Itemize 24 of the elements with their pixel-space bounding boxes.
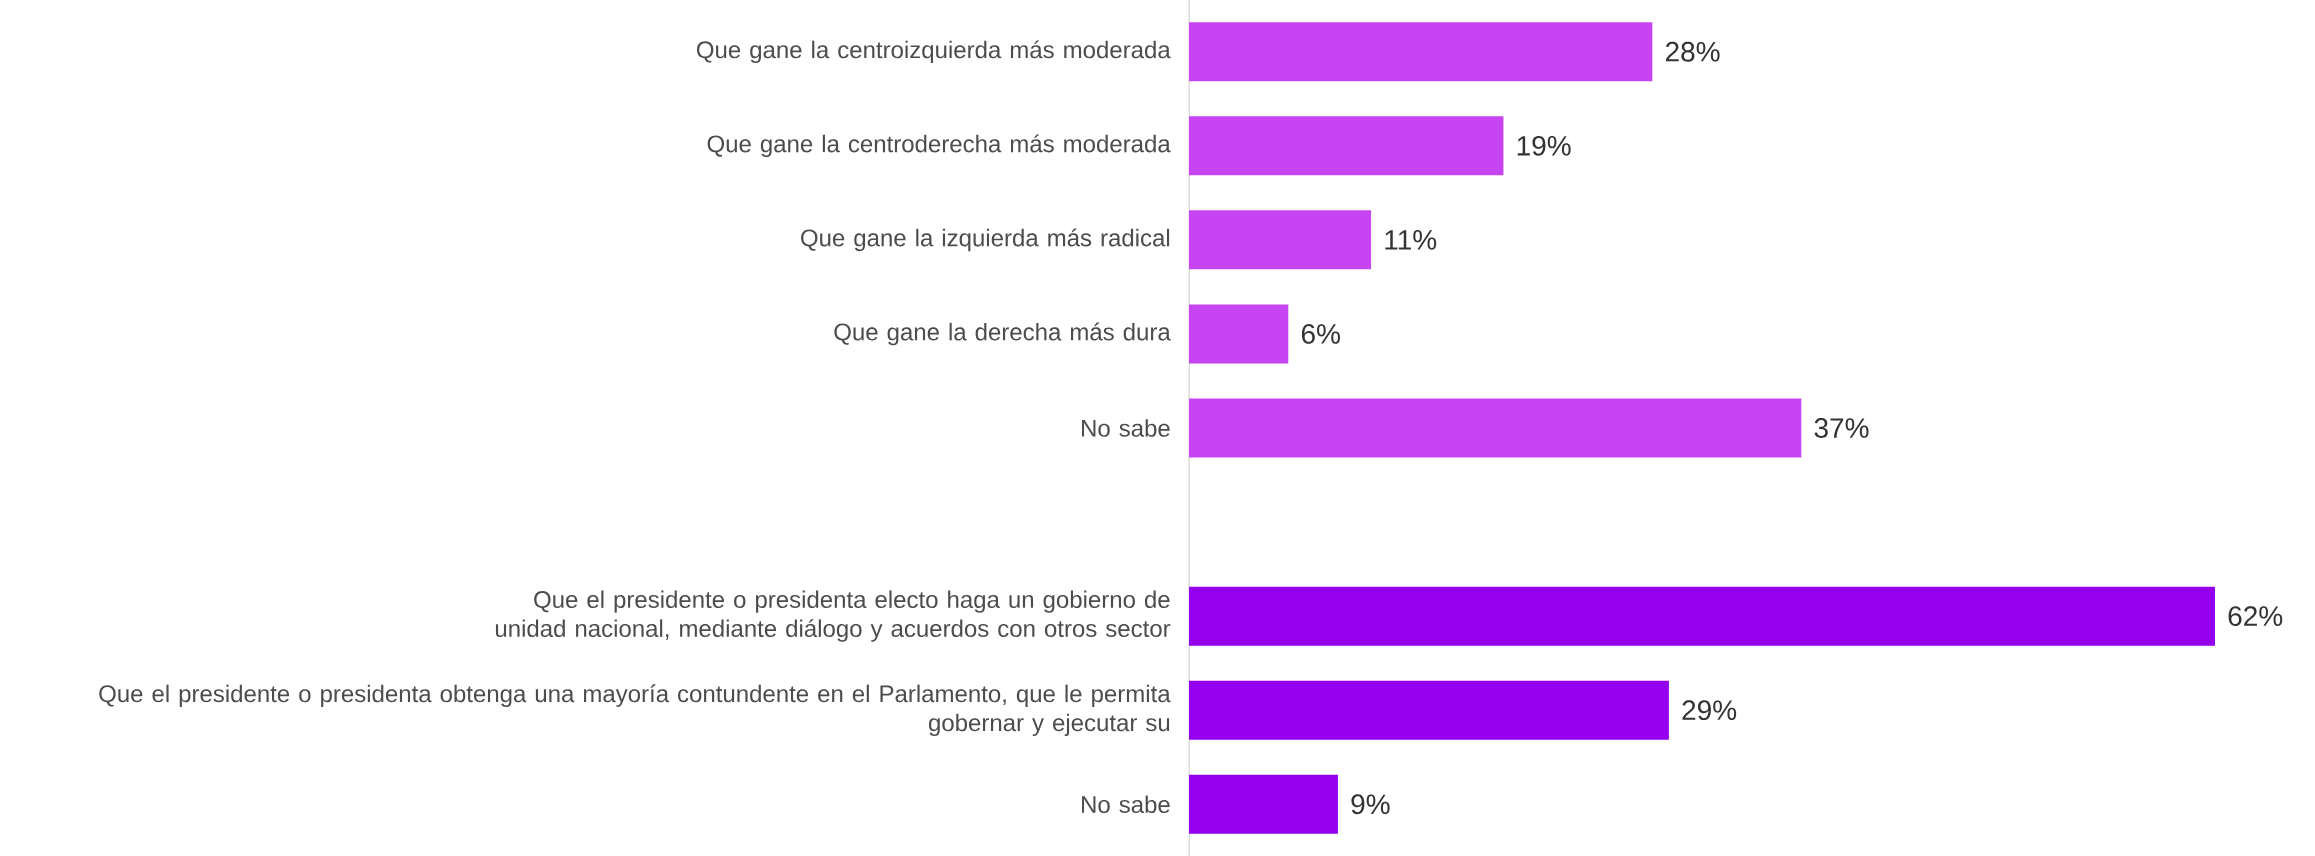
bar <box>1189 116 1504 176</box>
y-tick-label: No sabe <box>1082 795 1170 814</box>
y-tick-label: No sabe <box>1082 419 1170 437</box>
data-label: 28% <box>1665 41 1720 62</box>
bar <box>1189 774 1338 834</box>
bar <box>1189 210 1372 270</box>
y-tick-label: Que el presidente o presidenta electo haga un gobierno de unidad nacional, mediante diálogo y acuerdos con otros sector <box>495 590 1171 642</box>
data-label: 37% <box>1814 418 1869 438</box>
y-tick-label: Que gane la derecha más dura <box>834 322 1171 346</box>
bar <box>1189 586 2215 646</box>
y-tick-label: Que gane la centroderecha más moderada <box>707 134 1171 158</box>
bar <box>1189 22 1653 82</box>
data-label: 6% <box>1301 324 1340 344</box>
y-tick-label: Que el presidente o presidenta obtenga una mayoría contundente en el Parlamento, que le permita gobernar y ejecutar su <box>99 684 1171 737</box>
data-label: 29% <box>1682 700 1737 721</box>
bar <box>1189 680 1669 740</box>
bar <box>1189 398 1802 458</box>
data-label: 19% <box>1517 135 1571 156</box>
data-label: 62% <box>2228 606 2283 627</box>
bar <box>1189 304 1289 364</box>
data-label: 9% <box>1351 794 1390 815</box>
data-label: 11% <box>1385 230 1437 250</box>
y-tick-label: Que gane la centroizquierda más moderada <box>696 40 1171 64</box>
y-tick-label: Que gane la izquierda más radical <box>801 228 1170 252</box>
